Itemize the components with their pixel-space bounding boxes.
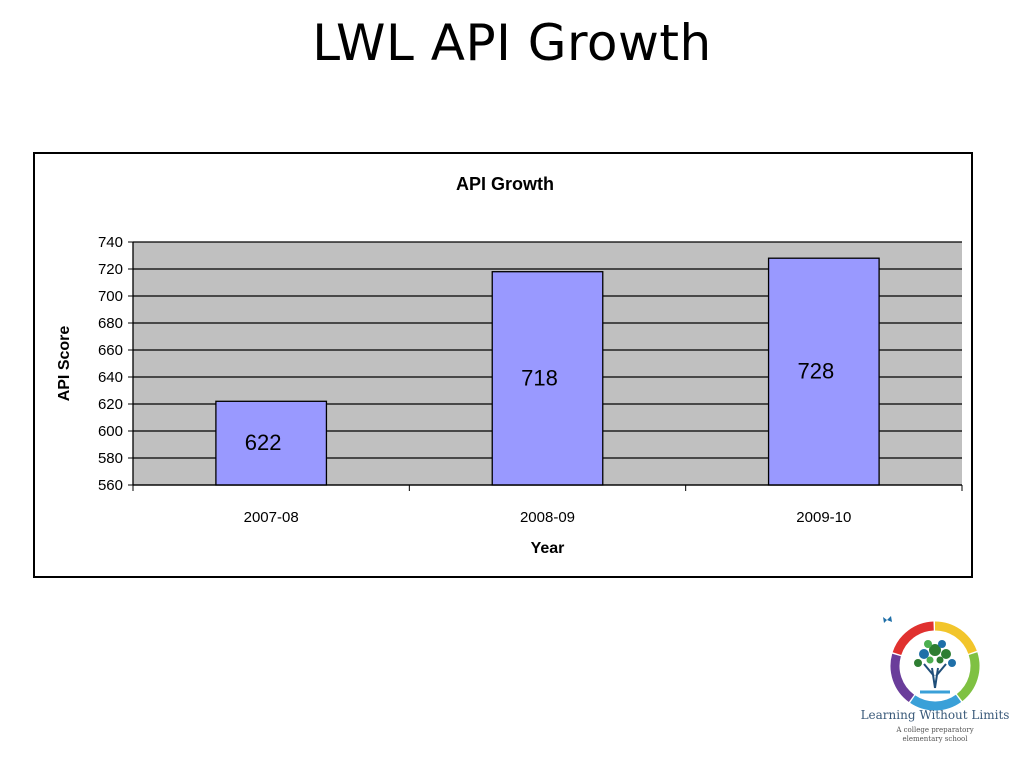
y-tick-label: 640 — [98, 369, 123, 386]
bar-chart: API Growth 622 718 728 560 580 600 620 640 660 6… — [56, 174, 963, 557]
y-tick-label: 600 — [98, 423, 123, 440]
logo-tagline-line2: elementary school — [902, 735, 968, 743]
y-tick-label: 700 — [98, 288, 123, 305]
y-axis-label: API Score — [56, 326, 73, 402]
chart-title: API Growth — [456, 174, 554, 194]
bars: 622 718 728 — [215, 257, 880, 486]
logo-ring — [890, 621, 980, 711]
logo-ring-segment — [890, 653, 915, 702]
y-tick-label: 720 — [98, 261, 123, 278]
y-tick-label: 740 — [98, 234, 123, 251]
logo-ring-segment — [892, 621, 934, 656]
x-axis-label: Year — [531, 540, 565, 557]
x-tick-label: 2009-10 — [796, 509, 851, 526]
school-logo — [883, 616, 980, 711]
logo-tagline-line1: A college preparatory — [896, 726, 974, 734]
x-tick-label: 2008-09 — [520, 509, 575, 526]
bar-2007-08 — [215, 400, 328, 486]
tree-icon — [914, 640, 956, 694]
y-axis: 560 580 600 620 640 660 680 700 720 740 — [98, 234, 134, 494]
data-label: 728 — [797, 359, 834, 384]
logo-ring-segment — [910, 694, 962, 711]
data-label: 622 — [245, 430, 282, 455]
y-tick-label: 560 — [98, 477, 123, 494]
y-tick-label: 620 — [98, 396, 123, 413]
logo-ring-segment — [956, 652, 980, 702]
slide-title: LWL API Growth — [312, 14, 712, 72]
logo-name: Learning Without Limits — [860, 708, 1010, 722]
chart-frame: API Growth 622 718 728 560 580 600 620 640 660 6… — [33, 152, 973, 578]
butterfly-icon — [883, 616, 892, 623]
x-tick-label: 2007-08 — [244, 509, 299, 526]
data-label: 718 — [521, 365, 558, 390]
y-tick-label: 660 — [98, 342, 123, 359]
x-axis: 2007-08 2008-09 2009-10 — [132, 484, 963, 526]
y-tick-label: 680 — [98, 315, 123, 332]
bar-2009-10 — [767, 257, 880, 486]
logo-ring-segment — [934, 621, 977, 655]
y-tick-label: 580 — [98, 450, 123, 467]
logo-tagline: A college preparatory elementary school — [860, 726, 1010, 744]
